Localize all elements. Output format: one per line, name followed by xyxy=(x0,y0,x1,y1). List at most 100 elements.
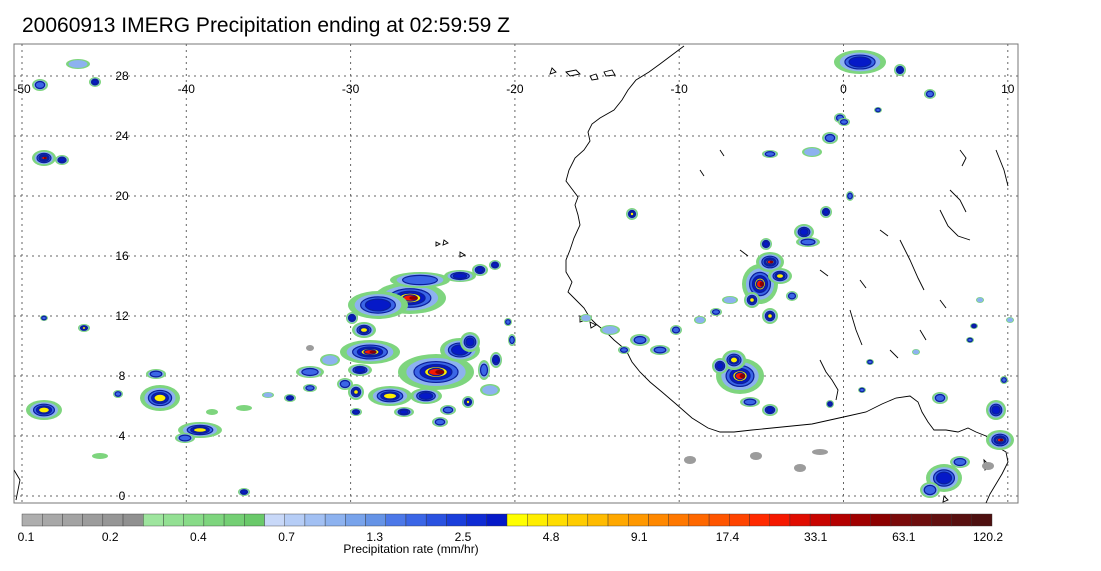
colorbar: 0.1 0.2 0.4 0.7 1.3 2.5 4.8 9.1 17.4 33.1 63.1 120.… xyxy=(18,513,1003,544)
lat-tick-label: 16 xyxy=(115,249,129,263)
precip-contour-level-4 xyxy=(418,392,434,400)
colorbar-swatch xyxy=(850,513,871,527)
precip-contour-level-5 xyxy=(37,406,50,414)
precip-contour-level-3 xyxy=(442,406,454,414)
precip-contour-level-2 xyxy=(263,392,273,398)
precip-cell xyxy=(398,354,474,390)
colorbar-swatch xyxy=(668,513,690,527)
precip-contour-level-3 xyxy=(859,387,865,393)
precip-cell xyxy=(926,464,962,492)
precip-cell xyxy=(820,206,832,218)
colorbar-label: 120.2 xyxy=(973,530,1003,544)
colorbar-swatch xyxy=(183,513,205,527)
precip-cell xyxy=(394,407,414,417)
precip-contour-level-4 xyxy=(452,272,468,280)
precip-contour-level-2 xyxy=(68,60,88,68)
precip-cell xyxy=(303,384,317,392)
precip-cell xyxy=(390,272,450,288)
colorbar-swatch xyxy=(910,513,932,527)
precip-cell xyxy=(206,409,218,415)
precip-contour-level-4 xyxy=(762,240,770,248)
colorbar-swatch xyxy=(587,513,609,527)
precip-contour-level-3 xyxy=(619,347,629,353)
precip-contour-level-4 xyxy=(91,79,99,85)
precip-cell xyxy=(712,358,728,374)
lon-tick-label: -50 xyxy=(13,82,31,96)
colorbar-swatch xyxy=(345,513,366,527)
precip-cell xyxy=(802,147,822,157)
colorbar-swatch xyxy=(809,513,831,527)
precip-cell xyxy=(970,323,978,329)
colorbar-swatch xyxy=(890,513,912,527)
lat-tick-label: 28 xyxy=(115,69,129,83)
precip-cell xyxy=(32,150,56,166)
precip-cell xyxy=(838,118,850,126)
precip-light-speck xyxy=(750,452,762,460)
precip-contour-level-3 xyxy=(149,370,163,378)
colorbar-swatch xyxy=(628,513,649,527)
colorbar-swatch xyxy=(931,513,952,527)
lat-tick-label: 24 xyxy=(115,129,129,143)
precip-cell xyxy=(966,337,974,343)
colorbar-label: 0.7 xyxy=(278,530,295,544)
lat-tick-label: 4 xyxy=(119,429,126,443)
precip-contour-level-4 xyxy=(822,208,830,216)
precip-contour-level-5 xyxy=(775,273,785,280)
colorbar-swatch xyxy=(870,513,892,527)
precip-light-speck xyxy=(812,449,828,455)
precip-contour-level-3 xyxy=(867,359,873,365)
precip-cell xyxy=(744,292,760,308)
precip-contour-level-3 xyxy=(847,192,853,200)
precip-contour-level-5 xyxy=(766,313,773,320)
precip-contour-level-3 xyxy=(925,90,935,98)
precip-cell xyxy=(626,208,638,220)
precip-cell xyxy=(236,405,252,411)
precip-cell xyxy=(504,318,512,326)
precip-light-speck xyxy=(684,456,696,464)
precip-contour-level-5 xyxy=(192,427,208,434)
precip-core xyxy=(759,281,764,287)
precip-cell xyxy=(740,397,760,407)
colorbar-swatch xyxy=(163,513,184,527)
precip-contour-level-4 xyxy=(465,337,475,347)
colorbar-label: 9.1 xyxy=(631,530,648,544)
precip-contour-level-4 xyxy=(352,409,360,415)
lon-tick-label: 0 xyxy=(840,82,847,96)
precip-cell xyxy=(762,404,778,416)
colorbar-swatch xyxy=(527,513,548,527)
precip-cell xyxy=(352,322,376,338)
colorbar-label: 0.2 xyxy=(102,530,119,544)
colorbar-swatch xyxy=(82,513,104,527)
precip-contour-level-3 xyxy=(839,119,849,125)
precip-light-speck xyxy=(794,464,806,472)
precip-core xyxy=(369,350,377,354)
precip-cell xyxy=(768,268,792,284)
colorbar-swatch xyxy=(143,513,164,527)
precip-contour-level-2 xyxy=(695,316,705,324)
precip-cell xyxy=(950,456,970,468)
colorbar-swatch xyxy=(688,513,710,527)
precip-cell xyxy=(580,314,592,322)
precip-contour-level-4 xyxy=(848,56,872,68)
precip-cell xyxy=(284,394,296,402)
precip-core xyxy=(435,369,445,375)
colorbar-swatch xyxy=(729,513,750,527)
precip-contour-level-2 xyxy=(912,349,920,355)
precip-contour-level-4 xyxy=(491,262,499,268)
precip-cell xyxy=(55,155,69,165)
colorbar-swatch xyxy=(324,513,346,527)
colorbar-swatch xyxy=(749,513,770,527)
precip-contour-level-5 xyxy=(153,393,167,403)
colorbar-swatch xyxy=(365,513,386,527)
colorbar-swatch xyxy=(607,513,629,527)
precip-cell xyxy=(66,59,90,69)
precip-contour-level-2 xyxy=(581,314,591,322)
lon-tick-label: -10 xyxy=(671,82,689,96)
precip-contour-level-3 xyxy=(764,151,776,157)
precip-contour-level-4 xyxy=(716,362,724,370)
colorbar-label: 1.3 xyxy=(366,530,383,544)
precip-cell xyxy=(462,396,474,408)
precip-cell xyxy=(348,291,408,319)
precip-contour-level-3 xyxy=(479,363,489,377)
precip-cell xyxy=(894,64,906,76)
